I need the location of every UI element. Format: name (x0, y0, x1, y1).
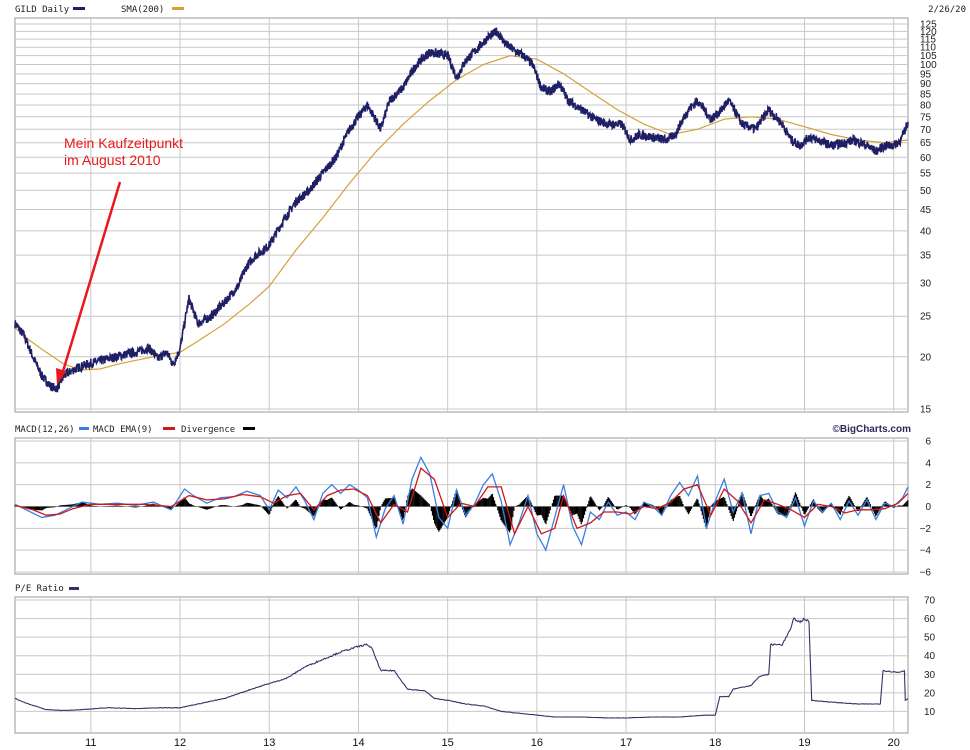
bigcharts-credit: ©BigCharts.com (833, 424, 912, 435)
pe-panel: P/E Ratio 70 60 50 40 30 20 10 (14, 584, 936, 734)
legend-macd-ema: MACD EMA(9) (93, 425, 153, 435)
macd-y-tick--4: −4 (920, 546, 932, 557)
x-tick-19: 19 (798, 737, 810, 749)
price-y-tick-120: 120 (920, 27, 937, 38)
price-y-tick-105: 105 (920, 51, 937, 62)
price-y-tick-85: 85 (920, 90, 932, 101)
x-tick-14: 14 (352, 737, 364, 749)
macd-y-ticks: 6 4 2 0 −2 −4 −6 (920, 437, 932, 579)
macd-y-tick--2: −2 (920, 524, 932, 535)
legend-pe-swatch (69, 587, 79, 590)
x-tick-17: 17 (620, 737, 632, 749)
legend-macd-ema-swatch (163, 427, 175, 430)
price-y-tick-125: 125 (920, 20, 937, 31)
x-tick-20: 20 (888, 737, 900, 749)
macd-panel: MACD(12,26) MACD EMA(9) Divergence ©BigC… (14, 424, 932, 579)
price-y-tick-55: 55 (920, 169, 932, 180)
annotation-arrow (59, 181, 122, 379)
x-axis-ticks: 11 12 13 14 15 16 17 18 19 20 (85, 737, 900, 749)
x-tick-13: 13 (263, 737, 275, 749)
price-y-ticks: 15 20 25 30 35 40 45 50 55 60 65 70 7580859095100105… (920, 20, 937, 416)
pe-y-tick-60: 60 (924, 614, 936, 625)
macd-y-tick-4: 4 (925, 458, 931, 469)
price-y-tick-30: 30 (920, 279, 932, 290)
price-y-tick-80: 80 (920, 101, 932, 112)
legend-sma-swatch (172, 7, 184, 10)
price-y-tick-50: 50 (920, 186, 932, 197)
pe-y-tick-30: 30 (924, 670, 936, 681)
legend-macd-swatch (79, 427, 89, 430)
price-y-tick-60: 60 (920, 153, 932, 164)
x-tick-15: 15 (442, 737, 454, 749)
price-y-tick-115: 115 (920, 35, 936, 46)
annotation-line2: im August 2010 (64, 152, 161, 168)
pe-y-tick-10: 10 (924, 707, 936, 718)
pe-y-tick-70: 70 (924, 596, 936, 607)
macd-y-tick-2: 2 (925, 480, 931, 491)
legend-sma: SMA(200) (121, 5, 164, 15)
macd-ema-line (14, 467, 909, 536)
legend-gild: GILD Daily (15, 5, 70, 15)
price-y-tick-20: 20 (920, 352, 932, 363)
annotation-arrowhead (56, 368, 66, 385)
x-tick-12: 12 (174, 737, 186, 749)
pe-gridlines (15, 597, 908, 733)
pe-y-tick-50: 50 (924, 633, 936, 644)
price-y-tick-35: 35 (920, 251, 932, 262)
price-y-tick-110: 110 (920, 43, 936, 54)
x-tick-11: 11 (85, 737, 96, 749)
price-y-tick-100: 100 (920, 60, 937, 71)
price-y-tick-70: 70 (920, 125, 932, 136)
price-y-tick-40: 40 (920, 226, 932, 237)
legend-divergence-swatch (243, 427, 255, 430)
legend-macd: MACD(12,26) (15, 425, 75, 435)
price-y-tick-95: 95 (920, 69, 932, 80)
price-y-tick-90: 90 (920, 79, 932, 90)
legend-divergence: Divergence (181, 425, 235, 435)
price-y-tick-65: 65 (920, 138, 932, 149)
pe-y-ticks: 70 60 50 40 30 20 10 (924, 596, 936, 718)
x-tick-18: 18 (709, 737, 721, 749)
price-y-tick-15: 15 (920, 405, 932, 416)
macd-y-tick--6: −6 (920, 568, 932, 579)
price-y-tick-25: 25 (920, 312, 932, 323)
price-panel: 15 20 25 30 35 40 45 50 55 60 65 70 7580859095100105… (14, 5, 966, 416)
macd-y-tick-0: 0 (925, 502, 931, 513)
date-label: 2/26/20 (928, 5, 966, 15)
pe-y-tick-20: 20 (924, 688, 936, 699)
macd-y-tick-6: 6 (925, 437, 931, 448)
pe-panel-frame (14, 596, 909, 734)
legend-gild-swatch (73, 7, 85, 10)
price-gridlines (15, 18, 908, 412)
x-tick-16: 16 (531, 737, 543, 749)
sma-200-line (14, 55, 909, 371)
price-y-tick-45: 45 (920, 205, 932, 216)
gild-daily-line (14, 27, 909, 393)
pe-y-tick-40: 40 (924, 651, 936, 662)
pe-ratio-line (14, 617, 909, 719)
annotation-line1: Mein Kaufzeitpunkt (64, 135, 183, 151)
legend-pe: P/E Ratio (15, 584, 64, 594)
price-y-tick-75: 75 (920, 112, 932, 123)
